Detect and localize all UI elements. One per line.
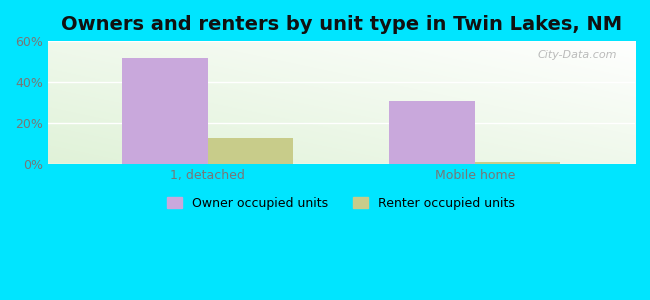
Title: Owners and renters by unit type in Twin Lakes, NM: Owners and renters by unit type in Twin …: [61, 15, 622, 34]
Bar: [208, 138, 293, 164]
Legend: Owner occupied units, Renter occupied units: Owner occupied units, Renter occupied un…: [167, 197, 515, 210]
Text: City-Data.com: City-Data.com: [538, 50, 617, 60]
Bar: [389, 100, 475, 164]
Bar: [122, 58, 208, 164]
Bar: [475, 162, 560, 164]
